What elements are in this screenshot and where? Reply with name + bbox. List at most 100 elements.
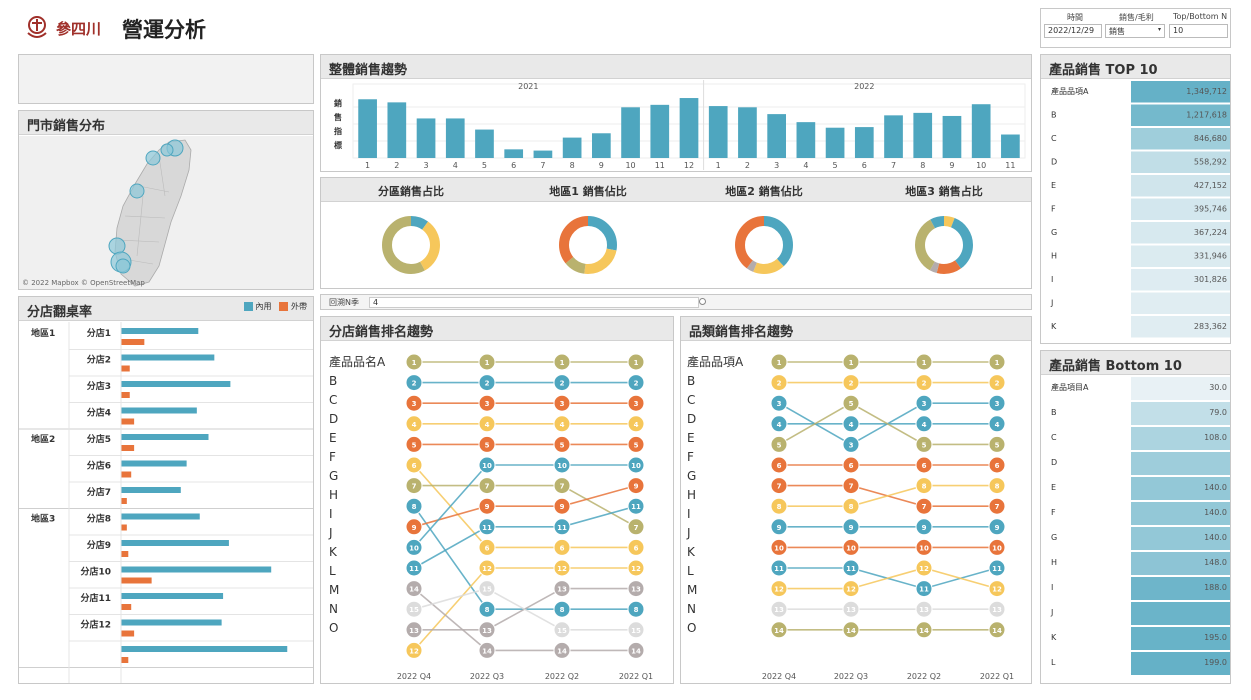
date-filter-label: 時間 [1067,13,1083,22]
taiwan-map [19,136,313,289]
rank-marker-label: 4 [412,421,417,429]
rank-row-label: D [687,412,696,426]
rank-marker-label: 14 [774,627,784,635]
rank-marker [627,456,645,474]
table-value-cell [1131,128,1230,150]
rank-marker-label: 13 [631,586,641,594]
rank-marker [988,477,1006,495]
rank-marker [915,415,933,433]
mode-filter-select[interactable]: 銷售 ▾ [1105,24,1165,38]
rank-marker [842,621,860,639]
topn-filter-label: Top/Bottom N [1173,12,1228,21]
rank-marker [478,621,496,639]
trend-panel: 整體銷售趨勢 2021 2022 銷售指標 1 2 3 4 5 6 7 8 9 10 11 12 1 2 3 4 5 6… [320,54,1032,172]
donuts-panel: 分區銷售占比 地區1 銷售佔比 地區2 銷售佔比 地區3 銷售占比 [320,177,1032,289]
store-label: 分店6 [87,460,111,472]
donut-slice [559,216,617,274]
topn-filter-input[interactable]: 10 [1169,24,1228,38]
rank-marker [478,497,496,515]
table-row-label: D [1051,158,1057,167]
rank-marker-label: 4 [995,421,1000,429]
table-value: 140.0 [1204,508,1227,517]
x-tick-label: 10 [625,161,635,170]
store-label: 分店1 [87,327,111,339]
year-label: 2022 [854,82,874,91]
table-row-label: H [1051,558,1057,567]
rank-row-label: I [687,507,691,521]
legend-item-dine-in[interactable]: 內用 [243,301,271,312]
table-value: 195.0 [1204,633,1227,642]
y-axis-label: 售 [333,112,342,122]
turnover-panel: 分店翻桌率 內用 外帶 地區1 分店1 分店2 分店3 分店4 地區2 分店5 分店6 分店7 地… [18,296,314,684]
rank-marker-label: 11 [919,586,929,594]
takeout-bar [121,604,132,610]
rank-marker [915,497,933,515]
rank-marker-label: 4 [485,421,490,429]
rank-marker-label: 1 [777,359,782,367]
lookback-param: 回溯N季 4 [320,294,1032,310]
legend-item-takeout[interactable]: 外帶 [279,301,307,312]
table-value-cell [1131,427,1230,450]
rank-marker-label: 13 [992,606,1002,614]
rank-marker [627,435,645,453]
rank-marker [553,580,571,598]
page-title: 營運分析 [122,18,206,42]
rank-marker [988,518,1006,536]
takeout-bar [121,365,130,372]
dine-in-bar [121,381,231,387]
table-row-label: J [1050,299,1053,308]
trend-bar [621,107,640,158]
takeout-bar [121,551,129,557]
x-tick-label: 2022 Q1 [619,672,653,681]
table-value: 331,946 [1194,252,1227,261]
rank-marker-label: 8 [485,606,490,614]
trend-bar [387,102,407,158]
rank-marker [988,374,1006,392]
bottom10-table: 產品項目A 30.0 B 79.0 C 108.0 D E 140.0 F 140.0 G 140.0 H… [1050,377,1230,675]
table-value-cell [1131,292,1230,314]
table-value-cell [1131,552,1230,575]
table-value-cell [1131,81,1230,103]
table-row-label: 產品項目A [1051,382,1089,392]
table-value-cell [1131,402,1230,425]
table-value: 1,217,618 [1186,111,1227,120]
rank-marker [842,394,860,412]
rank-marker-label: 7 [485,483,490,491]
y-axis-label: 指 [334,126,342,136]
takeout-bar [121,471,132,478]
slider-handle-icon[interactable] [699,298,706,305]
rank-marker [770,518,788,536]
donut-slice [915,216,973,274]
rank-marker-label: 3 [849,441,854,449]
rank-marker-label: 13 [774,606,784,614]
rank-marker [627,477,645,495]
table-value-cell [1131,175,1230,197]
rank-marker [988,600,1006,618]
donut-slice [915,216,973,274]
rank-marker [842,353,860,371]
rank-marker [770,353,788,371]
table-row-label: F [1051,508,1056,517]
donut-slice [915,216,973,274]
rank-row-label: K [687,545,696,559]
table-value: 188.0 [1204,583,1227,592]
store-rank-title: 分店銷售排名趨勢 [321,317,673,341]
rank-row-label: N [687,602,696,616]
rank-marker [405,600,423,618]
top10-panel: 產品銷售 TOP 10 產品品項A 1,349,712 B 1,217,618 C 846… [1040,54,1231,344]
rank-marker [405,456,423,474]
store-label: 分店2 [87,354,111,366]
takeout-bar [121,418,135,425]
lookback-input[interactable]: 4 [369,297,699,308]
rank-marker [627,518,645,536]
date-filter-input[interactable]: 2022/12/29 [1044,24,1102,38]
rank-marker [770,497,788,515]
rank-marker [915,518,933,536]
rank-marker-label: 14 [846,627,856,635]
x-tick-label: 2022 Q4 [397,672,431,681]
rank-marker [405,477,423,495]
table-row-label: 產品品項A [1051,86,1089,96]
donut-slice [382,216,440,274]
rank-marker [842,497,860,515]
rank-marker [478,456,496,474]
